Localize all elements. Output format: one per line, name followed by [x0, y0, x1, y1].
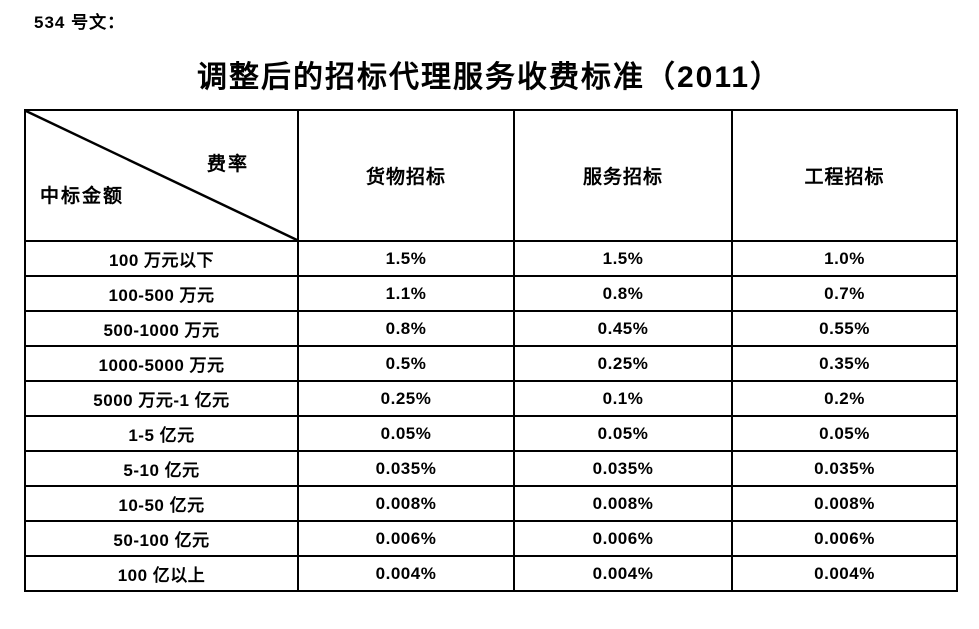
corner-label-rate: 费率: [206, 154, 249, 175]
fee-rate-table: 费率 中标金额 货物招标 服务招标 工程招标 100 万元以下 1.5% 1.5% 1…: [24, 109, 958, 592]
amount-cell: 500-1000 万元: [24, 310, 299, 347]
corner-label-amount: 中标金额: [40, 186, 125, 207]
amount-cell: 10-50 亿元: [24, 485, 299, 522]
column-header-goods: 货物招标: [297, 109, 515, 242]
rate-cell: 0.008%: [731, 485, 958, 522]
table-row: 100 亿以上 0.004% 0.004% 0.004%: [24, 555, 958, 592]
doc-number-label: 534 号文：: [34, 13, 126, 32]
rate-cell: 0.1%: [513, 380, 733, 417]
rate-cell: 1.1%: [297, 275, 515, 312]
amount-cell: 100-500 万元: [24, 275, 299, 312]
rate-cell: 0.004%: [513, 555, 733, 592]
rate-cell: 0.006%: [297, 520, 515, 557]
table-row: 1000-5000 万元 0.5% 0.25% 0.35%: [24, 345, 958, 382]
rate-cell: 0.008%: [297, 485, 515, 522]
amount-cell: 5000 万元-1 亿元: [24, 380, 299, 417]
rate-cell: 0.05%: [297, 415, 515, 452]
table-row: 50-100 亿元 0.006% 0.006% 0.006%: [24, 520, 958, 557]
table-row: 5000 万元-1 亿元 0.25% 0.1% 0.2%: [24, 380, 958, 417]
page-title: 调整后的招标代理服务收费标准（2011）: [196, 61, 783, 94]
amount-cell: 100 亿以上: [24, 555, 299, 592]
rate-cell: 0.8%: [297, 310, 515, 347]
rate-cell: 0.05%: [731, 415, 958, 452]
table-row: 1-5 亿元 0.05% 0.05% 0.05%: [24, 415, 958, 452]
column-header-engineering: 工程招标: [731, 109, 958, 242]
fee-table-body: 100 万元以下 1.5% 1.5% 1.0% 100-500 万元 1.1% 0.8% 0.…: [24, 240, 958, 592]
header-row: 费率 中标金额 货物招标 服务招标 工程招标: [24, 109, 958, 242]
table-row: 500-1000 万元 0.8% 0.45% 0.55%: [24, 310, 958, 347]
amount-cell: 5-10 亿元: [24, 450, 299, 487]
rate-cell: 0.45%: [513, 310, 733, 347]
rate-cell: 1.5%: [297, 240, 515, 277]
rate-cell: 0.006%: [513, 520, 733, 557]
rate-cell: 0.035%: [513, 450, 733, 487]
rate-cell: 0.7%: [731, 275, 958, 312]
amount-cell: 50-100 亿元: [24, 520, 299, 557]
amount-cell: 100 万元以下: [24, 240, 299, 277]
rate-cell: 0.004%: [297, 555, 515, 592]
corner-header-cell: 费率 中标金额: [24, 109, 299, 242]
rate-cell: 0.25%: [297, 380, 515, 417]
rate-cell: 0.25%: [513, 345, 733, 382]
table-row: 100-500 万元 1.1% 0.8% 0.7%: [24, 275, 958, 312]
rate-cell: 0.35%: [731, 345, 958, 382]
rate-cell: 0.035%: [731, 450, 958, 487]
column-header-services: 服务招标: [513, 109, 733, 242]
rate-cell: 0.008%: [513, 485, 733, 522]
amount-cell: 1-5 亿元: [24, 415, 299, 452]
amount-cell: 1000-5000 万元: [24, 345, 299, 382]
rate-cell: 0.8%: [513, 275, 733, 312]
rate-cell: 0.006%: [731, 520, 958, 557]
rate-cell: 1.0%: [731, 240, 958, 277]
diagonal-divider-line: [26, 111, 297, 240]
rate-cell: 1.5%: [513, 240, 733, 277]
rate-cell: 0.035%: [297, 450, 515, 487]
rate-cell: 0.004%: [731, 555, 958, 592]
table-row: 5-10 亿元 0.035% 0.035% 0.035%: [24, 450, 958, 487]
rate-cell: 0.5%: [297, 345, 515, 382]
rate-cell: 0.55%: [731, 310, 958, 347]
table-row: 10-50 亿元 0.008% 0.008% 0.008%: [24, 485, 958, 522]
rate-cell: 0.05%: [513, 415, 733, 452]
rate-cell: 0.2%: [731, 380, 958, 417]
table-row: 100 万元以下 1.5% 1.5% 1.0%: [24, 240, 958, 277]
